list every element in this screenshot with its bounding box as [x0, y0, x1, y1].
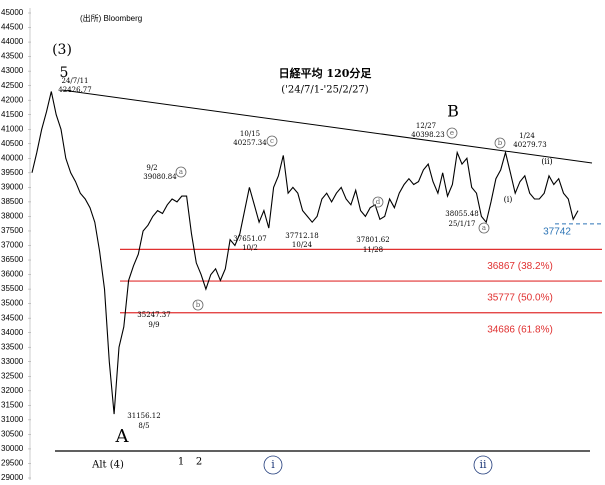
y-tick-label: 33500: [1, 342, 24, 351]
circle-marker: [263, 455, 283, 475]
annotation: 2: [196, 457, 202, 468]
y-tick-label: 39000: [1, 182, 24, 191]
annotation: (ii): [541, 157, 552, 166]
circled-label: i: [271, 458, 275, 471]
annotation: 9/2: [146, 164, 157, 172]
y-tick-label: 42500: [1, 81, 24, 90]
chart-subtitle: ('24/7/1-'25/2/27): [281, 85, 369, 96]
annotation: 8/5: [138, 422, 149, 430]
annotation: 40279.73: [513, 141, 546, 149]
annotation: 42426.77: [58, 86, 91, 94]
annotation: 9/9: [148, 321, 159, 329]
level-label: 36867 (38.2%): [487, 261, 553, 272]
circle-marker: [266, 135, 278, 147]
y-tick-label: 41500: [1, 110, 24, 119]
circled-label: a: [482, 224, 486, 232]
y-tick-label: 40000: [1, 153, 24, 162]
annotation: 37651.07: [233, 235, 266, 243]
annotation: B: [447, 102, 459, 121]
level-label: 34686 (61.8%): [487, 324, 553, 335]
annotation: 37712.18: [285, 232, 318, 240]
level-label: 35777 (50.0%): [487, 293, 553, 304]
circle-marker: [473, 455, 493, 475]
price-line: [31, 91, 579, 415]
circled-label: e: [450, 129, 454, 137]
circled-label: b: [196, 301, 201, 309]
y-tick-label: 42000: [1, 95, 24, 104]
y-tick-label: 35000: [1, 299, 24, 308]
annotation: 24/7/11: [62, 77, 89, 85]
annotation: 1/24: [519, 132, 535, 140]
y-tick-label: 36500: [1, 255, 24, 264]
y-tick-label: 37500: [1, 226, 24, 235]
y-tick-label: 39500: [1, 168, 24, 177]
y-tick-label: 31500: [1, 400, 24, 409]
circled-label: d: [376, 198, 381, 206]
circle-marker: [446, 127, 458, 139]
annotation: (3): [52, 42, 72, 58]
y-tick-label: 38500: [1, 197, 24, 206]
y-tick-label: 31000: [1, 415, 24, 424]
trend-line: [61, 89, 593, 164]
y-tick-label: 41000: [1, 124, 24, 133]
y-tick-label: 30500: [1, 430, 24, 439]
y-tick-label: 44000: [1, 37, 24, 46]
y-tick-label: 43500: [1, 52, 24, 61]
circle-marker: [478, 222, 490, 234]
annotation: 10/2: [242, 244, 258, 252]
annotation: 38055.48: [445, 210, 478, 218]
y-tick-label: 38000: [1, 212, 24, 221]
annotation: 1: [178, 457, 184, 468]
circle-marker: [192, 299, 204, 311]
y-tick-label: 32500: [1, 371, 24, 380]
y-tick-label: 29500: [1, 459, 24, 468]
y-tick-label: 30000: [1, 444, 24, 453]
annotation: 5: [60, 65, 69, 81]
circle-marker: [372, 196, 384, 208]
circle-marker: [175, 166, 187, 178]
y-tick-label: 34500: [1, 313, 24, 322]
annotation: 40257.34: [233, 139, 267, 147]
annotation: 40398.23: [411, 131, 444, 139]
y-tick-label: 37000: [1, 241, 24, 250]
level-label: 37742: [543, 227, 571, 238]
chart-title: 日経平均 120分足: [279, 66, 373, 80]
y-tick-label: 40500: [1, 139, 24, 148]
annotation: 25/1/17: [449, 220, 476, 228]
annotation: 37801.62: [356, 236, 389, 244]
y-tick-label: 33000: [1, 357, 24, 366]
annotation: 10/24: [292, 241, 313, 249]
y-tick-label: 44500: [1, 23, 24, 32]
y-tick-label: 43000: [1, 66, 24, 75]
annotation: 35247.37: [137, 311, 170, 319]
y-tick-label: 32000: [1, 386, 24, 395]
annotation: 10/15: [240, 130, 260, 138]
annotation: 12/27: [416, 122, 436, 130]
annotation: (i): [504, 195, 513, 204]
annotation: Alt (4): [91, 460, 124, 471]
circled-label: b: [498, 139, 503, 147]
annotation: 11/28: [363, 246, 383, 254]
circled-label: c: [270, 137, 274, 145]
annotation: 39080.84: [143, 173, 177, 181]
source: (出所) Bloomberg: [80, 13, 142, 23]
circled-label: a: [179, 168, 183, 176]
annotation: 31156.12: [127, 412, 160, 420]
y-tick-label: 45000: [1, 8, 24, 17]
annotation: A: [115, 426, 130, 447]
y-tick-label: 29000: [1, 473, 24, 482]
y-tick-label: 36000: [1, 270, 24, 279]
circle-marker: [494, 137, 506, 149]
y-tick-label: 34000: [1, 328, 24, 337]
circled-label: ii: [479, 458, 487, 471]
y-tick-label: 35500: [1, 284, 24, 293]
